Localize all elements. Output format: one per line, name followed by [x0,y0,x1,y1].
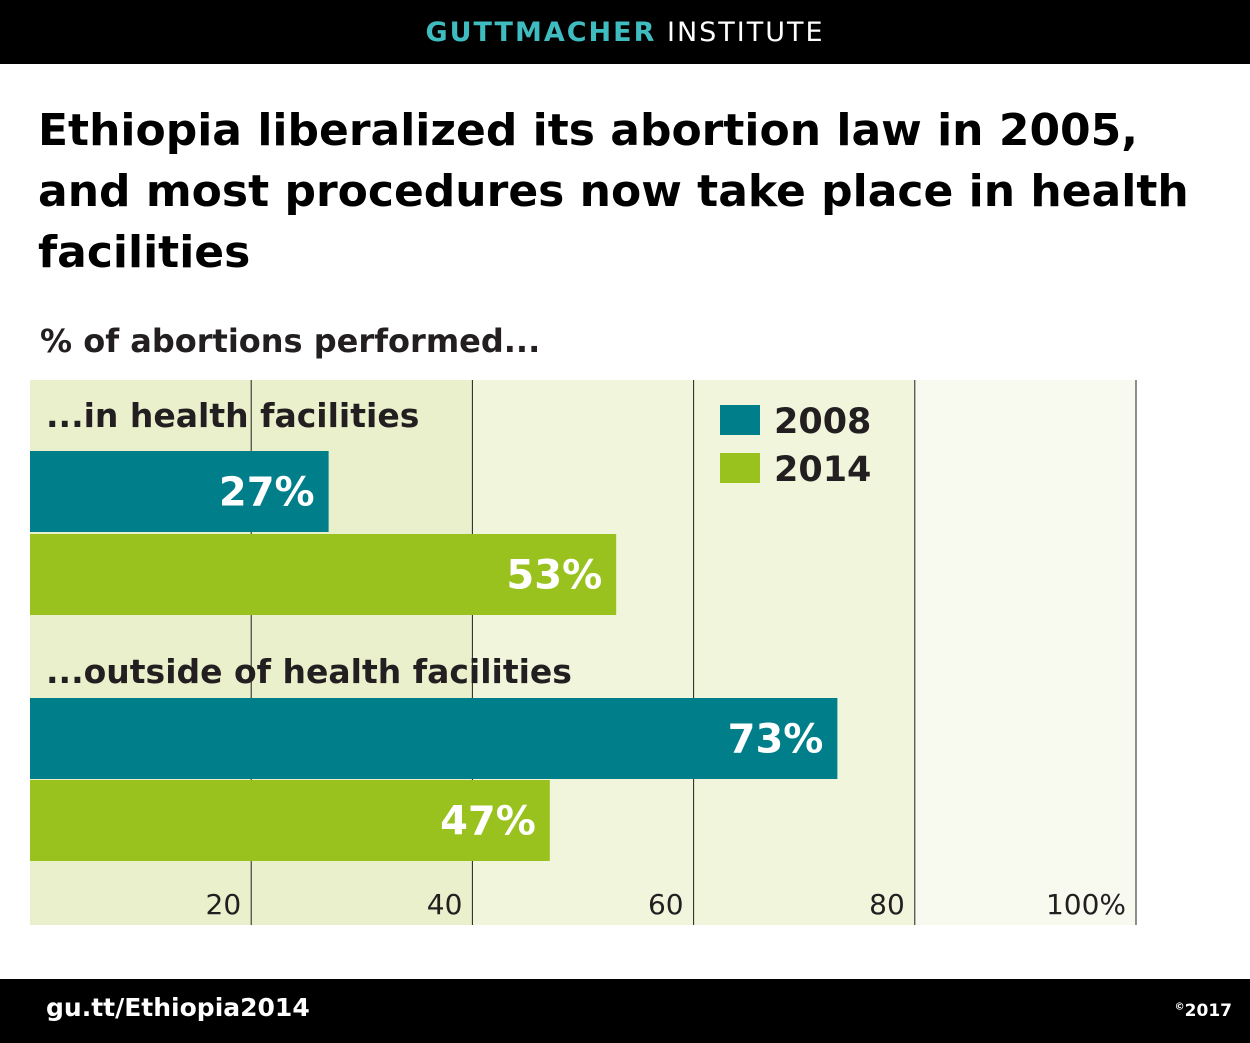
category-label: ...in health facilities [46,396,419,435]
x-tick-label: 40 [427,888,463,921]
plot-band [914,380,1136,925]
legend-swatch [720,405,760,435]
bar-value-label: 53% [506,553,602,599]
x-tick-label: 60 [648,888,684,921]
bar [30,534,617,615]
x-tick-label: 20 [206,888,242,921]
x-tick-label: 80 [869,888,905,921]
legend-label: 2014 [774,450,871,490]
copyright-year: 2017 [1184,1001,1232,1021]
bar-value-label: 73% [728,717,824,763]
chart-title: Ethiopia liberalized its abortion law in… [38,105,1189,278]
legend-label: 2008 [774,402,871,442]
category-label: ...outside of health facilities [46,652,572,691]
footer-bar: gu.tt/Ethiopia2014 ©2017 [0,979,1250,1043]
brand-name-light: INSTITUTE [666,17,825,48]
chart-subtitle: % of abortions performed... [40,322,541,360]
bar [30,780,550,861]
footer-url: gu.tt/Ethiopia2014 [46,993,310,1022]
bar [30,451,329,532]
bar [30,698,838,779]
brand-name-bold: GUTTMACHER [425,17,657,48]
legend-swatch [720,453,760,483]
footer-copyright: ©2017 [1175,1001,1232,1021]
copyright-symbol: © [1174,1001,1185,1013]
x-tick-label: 100% [1046,888,1126,921]
brand-header: GUTTMACHER INSTITUTE [0,0,1250,64]
bar-value-label: 47% [440,799,536,845]
bar-value-label: 27% [219,470,315,516]
